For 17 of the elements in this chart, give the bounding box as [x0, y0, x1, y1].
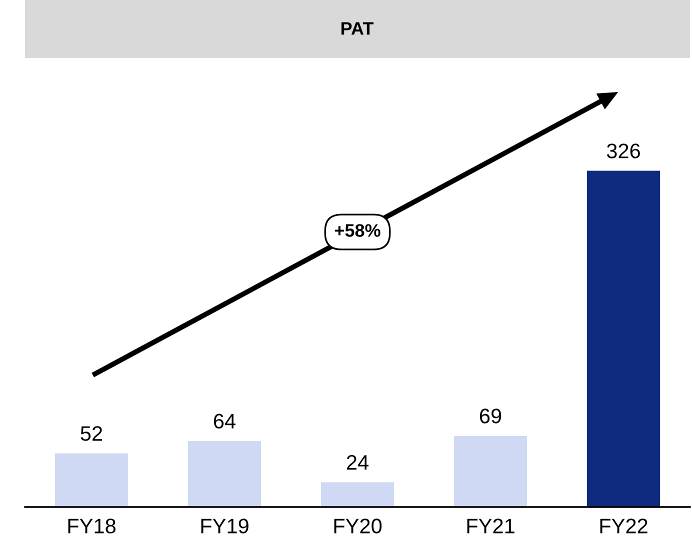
x-tick-label: FY20 [334, 518, 382, 534]
bar [320, 482, 394, 507]
bar [188, 440, 262, 507]
data-label: 52 [80, 426, 102, 441]
bar [454, 436, 528, 507]
data-label: 24 [346, 455, 368, 470]
data-label: 64 [214, 414, 236, 429]
x-tick-label: FY19 [201, 518, 248, 534]
x-tick-label: FY22 [600, 518, 648, 534]
x-tick-label: FY18 [68, 518, 116, 534]
annotation: +58% [334, 224, 380, 237]
x-tick-label: FY21 [467, 518, 514, 534]
data-label: 69 [480, 408, 502, 424]
bar [54, 453, 128, 507]
data-label: 326 [606, 144, 640, 158]
chart-title: PAT [341, 22, 374, 35]
bar [586, 170, 660, 507]
